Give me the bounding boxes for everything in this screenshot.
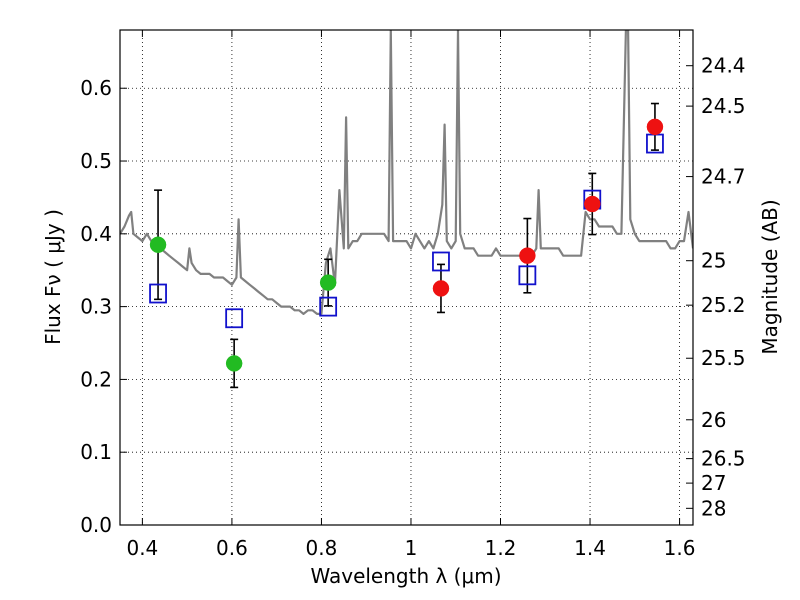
mag-tick-label: 25.2 [701,293,746,317]
x-tick-label: 1.2 [485,536,517,560]
y-tick-label: 0.5 [80,149,112,173]
plot-area [120,30,693,389]
observed-flux-point [149,236,167,253]
y-tick-label: 0.0 [80,513,112,537]
x-tick-label: 0.4 [126,536,158,560]
y-tick-label: 0.3 [80,295,112,319]
observed-flux-point [519,247,536,264]
model-flux-square [319,296,338,317]
observed-flux-point [432,280,450,297]
y-tick-label: 0.1 [80,440,112,464]
mag-tick-label: 24.7 [701,165,746,189]
y-tick-label: 0.2 [80,367,112,391]
x-tick-label: 0.8 [306,536,338,560]
model-flux-square [432,251,450,272]
observed-flux-point [584,195,601,213]
x-tick-label: 1 [405,536,418,560]
y-tick-label: 0.6 [80,76,112,100]
plot-background [120,30,693,525]
mag-tick-label: 24.4 [701,54,746,78]
observed-flux-point [225,355,243,372]
mag-tick-label: 25 [701,249,726,273]
plot-frame [119,29,694,526]
template-spectrum-line [120,30,693,315]
observed-flux-point [319,274,337,291]
x-tick-label: 1.4 [574,536,606,560]
mag-tick-label: 25.5 [701,346,746,370]
observed-flux-point [646,118,664,136]
model-flux-square [149,283,167,304]
mag-tick-label: 24.5 [701,94,746,118]
grid [120,30,693,526]
mag-tick-label: 26 [701,408,726,432]
mag-tick-label: 27 [701,471,726,495]
x-tick-label: 1.6 [664,536,696,560]
mag-tick-label: 26.5 [701,447,746,471]
axis-ticks: 0.4 0.6 0.8 1 1.2 1.4 1.6 0.0 0.1 0.2 0.3 0.4 0.5 0.6… [80,30,746,560]
x-axis-label: Wavelength λ (μm) [310,564,501,588]
y-tick-label: 0.4 [80,222,112,246]
y-axis-label: Flux Fν ( μJy ) [41,209,65,345]
y2-axis-label: Magnitude (AB) [758,199,782,354]
model-flux-square [518,265,537,286]
mag-tick-label: 28 [701,496,726,520]
x-tick-label: 0.6 [216,536,248,560]
model-flux-square [225,308,244,329]
